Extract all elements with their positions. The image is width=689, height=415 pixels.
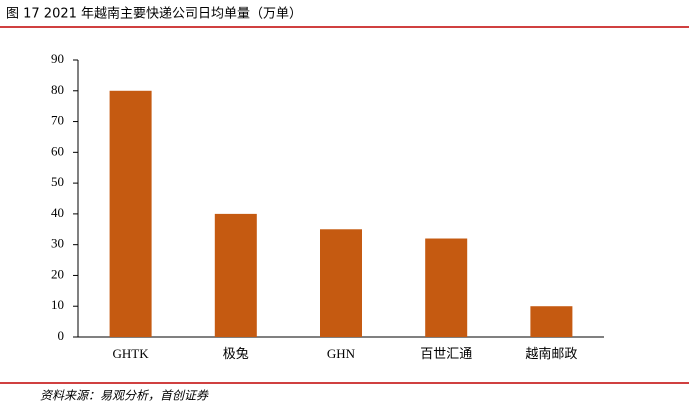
bar bbox=[214, 213, 257, 337]
x-tick-label: 越南邮政 bbox=[525, 346, 577, 361]
x-tick-label: GHTK bbox=[113, 346, 150, 361]
chart-title: 图 17 2021 年越南主要快递公司日均单量（万单） bbox=[6, 6, 302, 22]
x-tick-label: GHN bbox=[327, 346, 356, 361]
y-tick-label: 50 bbox=[51, 174, 64, 189]
bar bbox=[530, 306, 573, 337]
y-tick-label: 80 bbox=[51, 82, 64, 97]
y-tick-label: 0 bbox=[58, 328, 65, 343]
y-tick-label: 30 bbox=[51, 236, 64, 251]
source-note: 资料来源：易观分析，首创证券 bbox=[40, 389, 209, 403]
y-tick-label: 40 bbox=[51, 205, 64, 220]
bar bbox=[109, 90, 152, 338]
bar bbox=[320, 229, 362, 337]
y-tick-label: 90 bbox=[51, 51, 64, 66]
bar bbox=[425, 238, 468, 337]
x-tick-label: 极兔 bbox=[223, 346, 249, 361]
y-tick-label: 70 bbox=[51, 113, 64, 128]
y-tick-label: 10 bbox=[51, 297, 64, 312]
y-tick-label: 20 bbox=[51, 266, 64, 281]
y-tick-label: 60 bbox=[51, 143, 64, 158]
x-tick-label: 百世汇通 bbox=[420, 346, 472, 361]
